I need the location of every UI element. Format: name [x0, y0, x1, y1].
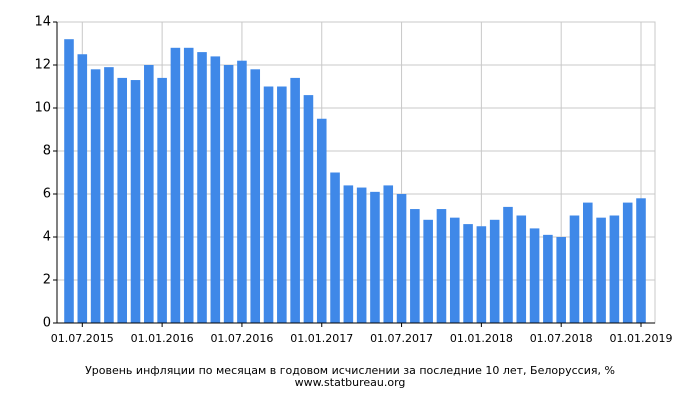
bar [410, 209, 420, 323]
bar [396, 194, 407, 323]
x-tick-label: 01.07.2016 [210, 332, 273, 345]
bar [210, 56, 221, 324]
bar [130, 80, 141, 323]
bar [277, 86, 287, 323]
bar [290, 77, 300, 324]
bar [596, 217, 606, 323]
bar [183, 47, 194, 324]
y-tick-label: 12 [34, 58, 51, 73]
bar [489, 219, 500, 323]
bar [516, 215, 527, 323]
bar [436, 209, 447, 323]
bar [117, 77, 127, 324]
chart-source: www.statbureau.org [295, 376, 406, 389]
bar [636, 198, 646, 323]
y-tick-label: 8 [43, 144, 51, 159]
bar [569, 215, 580, 323]
bar [104, 67, 114, 324]
chart-title: Уровень инфляции по месяцам в годовом ис… [85, 364, 615, 377]
bar [543, 234, 553, 323]
bar [609, 215, 620, 323]
bar [343, 185, 354, 323]
x-tick-label: 01.07.2018 [530, 332, 593, 345]
x-tick-label: 01.07.2017 [370, 332, 433, 345]
bar [316, 118, 327, 323]
bar [423, 219, 433, 323]
y-tick-label: 0 [43, 316, 51, 331]
bar [503, 206, 513, 323]
bar [90, 69, 101, 323]
bar [64, 39, 74, 323]
bar [383, 185, 394, 323]
y-tick-label: 4 [43, 230, 51, 245]
y-tick-label: 14 [34, 15, 51, 30]
x-tick-label: 01.01.2017 [290, 332, 353, 345]
bar [556, 237, 566, 323]
bar [144, 65, 154, 323]
bar [223, 65, 234, 323]
bar [583, 202, 593, 323]
bar [250, 69, 261, 323]
bar [476, 226, 487, 323]
x-tick-label: 01.01.2016 [131, 332, 194, 345]
bar [370, 191, 380, 323]
bar [356, 187, 367, 323]
bar [157, 77, 167, 324]
x-tick-label: 01.07.2015 [51, 332, 114, 345]
bar [463, 224, 473, 323]
bar [529, 228, 540, 323]
y-tick-label: 2 [43, 273, 51, 288]
bar [197, 52, 207, 323]
x-tick-label: 01.01.2019 [610, 332, 673, 345]
bar [330, 172, 340, 323]
y-tick-label: 10 [34, 101, 51, 116]
x-tick-label: 01.01.2018 [450, 332, 513, 345]
bar [622, 202, 633, 323]
bar [449, 217, 460, 323]
bar [77, 54, 88, 323]
bar [303, 95, 314, 323]
y-tick-label: 6 [43, 187, 51, 202]
bar [263, 86, 274, 323]
bar [237, 60, 247, 323]
bar [170, 47, 181, 324]
